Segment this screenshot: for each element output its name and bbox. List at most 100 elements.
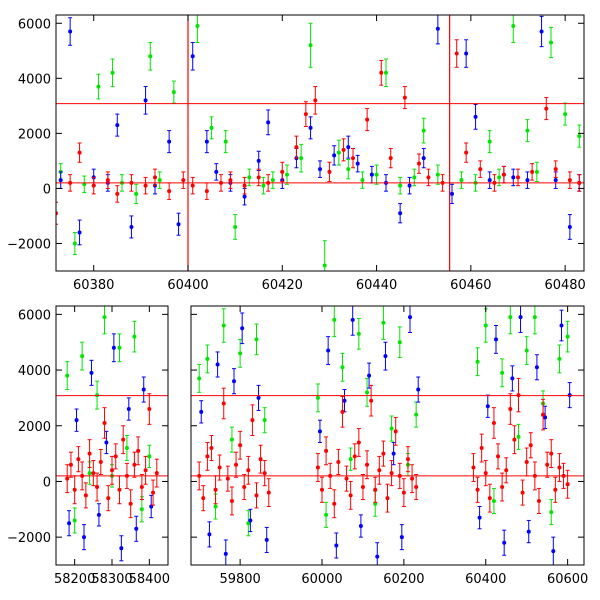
data-point [398, 183, 403, 188]
y-tick-label: 0 [43, 182, 51, 197]
data-point [389, 426, 394, 431]
plot-frame-bottom-0 [55, 305, 169, 566]
data-point [303, 112, 308, 117]
data-point [117, 345, 122, 350]
data-point [410, 476, 415, 481]
data-point [475, 487, 480, 492]
data-point [139, 507, 144, 512]
data-point [496, 454, 501, 459]
data-point [72, 241, 77, 246]
x-tick-label: 58200 [54, 572, 95, 587]
data-point [82, 535, 86, 540]
data-point [266, 490, 271, 495]
series-red [197, 377, 570, 519]
data-point [501, 172, 506, 177]
data-point [327, 169, 332, 174]
data-point [221, 401, 226, 406]
data-point [520, 490, 525, 495]
data-point [74, 418, 79, 423]
data-point [426, 175, 431, 180]
data-point [384, 70, 388, 75]
data-point [377, 468, 382, 473]
data-point [96, 512, 101, 517]
data-point [322, 263, 327, 268]
y-tick-label: 6000 [18, 17, 51, 32]
data-point [139, 485, 144, 490]
data-point [487, 139, 492, 144]
data-point [557, 465, 562, 470]
data-point [528, 443, 533, 448]
data-point [577, 134, 582, 139]
data-point [213, 504, 218, 509]
data-point [534, 169, 539, 174]
data-point [248, 518, 253, 523]
data-point [134, 526, 139, 531]
data-point [369, 172, 374, 177]
data-point [478, 167, 483, 172]
data-point [111, 345, 116, 350]
data-point [143, 183, 148, 188]
data-point [115, 123, 120, 128]
data-point [318, 167, 322, 172]
data-point [181, 178, 186, 183]
data-point [473, 114, 478, 119]
data-point [518, 315, 523, 320]
top-panel: 60380 60400 60420 60440 60460 60480 −2000 0 2000… [7, 14, 586, 293]
data-point [87, 451, 92, 456]
data-point [491, 498, 496, 503]
data-point [190, 54, 195, 59]
data-point [536, 498, 541, 503]
data-point [238, 443, 243, 448]
data-point [334, 543, 339, 548]
data-point [89, 370, 94, 375]
data-point [77, 230, 82, 235]
data-point [102, 315, 107, 320]
data-point [308, 125, 313, 130]
data-point [511, 24, 516, 29]
x-tick-label: 59800 [219, 572, 260, 587]
data-point [539, 29, 544, 34]
data-point [508, 407, 513, 412]
data-point [83, 493, 88, 498]
data-point [543, 415, 548, 420]
data-point [317, 429, 322, 434]
y-tick-label: 4000 [18, 364, 51, 379]
data-point [176, 222, 181, 227]
data-point [414, 412, 419, 417]
data-point [315, 465, 320, 470]
data-point [58, 178, 63, 183]
data-point [134, 191, 139, 196]
x-tick-label: 60480 [544, 278, 585, 293]
data-point [435, 26, 440, 31]
data-point [545, 462, 550, 467]
x-tick-label: 60000 [301, 572, 342, 587]
data-point [508, 315, 513, 320]
bottom-data-layer-1 [191, 306, 584, 565]
data-point [240, 326, 245, 331]
data-point [350, 317, 355, 322]
data-point [553, 178, 558, 183]
data-point [565, 482, 570, 487]
data-point [511, 175, 516, 180]
data-point [65, 476, 70, 481]
data-point [285, 172, 289, 177]
data-point [516, 434, 521, 439]
data-point [532, 315, 537, 320]
data-point [242, 485, 247, 490]
data-point [153, 175, 157, 180]
data-point [197, 376, 202, 381]
data-point [233, 224, 238, 229]
data-point [262, 471, 267, 476]
y-tick-label: −2000 [7, 531, 51, 546]
data-point [204, 189, 209, 194]
data-point [421, 156, 426, 161]
data-point [242, 194, 247, 199]
data-point [391, 451, 396, 456]
data-point [195, 24, 200, 29]
data-point [504, 468, 509, 473]
data-point [102, 420, 107, 425]
data-point [525, 128, 530, 133]
data-point [487, 496, 492, 501]
data-point [471, 465, 476, 470]
data-point [320, 487, 324, 492]
